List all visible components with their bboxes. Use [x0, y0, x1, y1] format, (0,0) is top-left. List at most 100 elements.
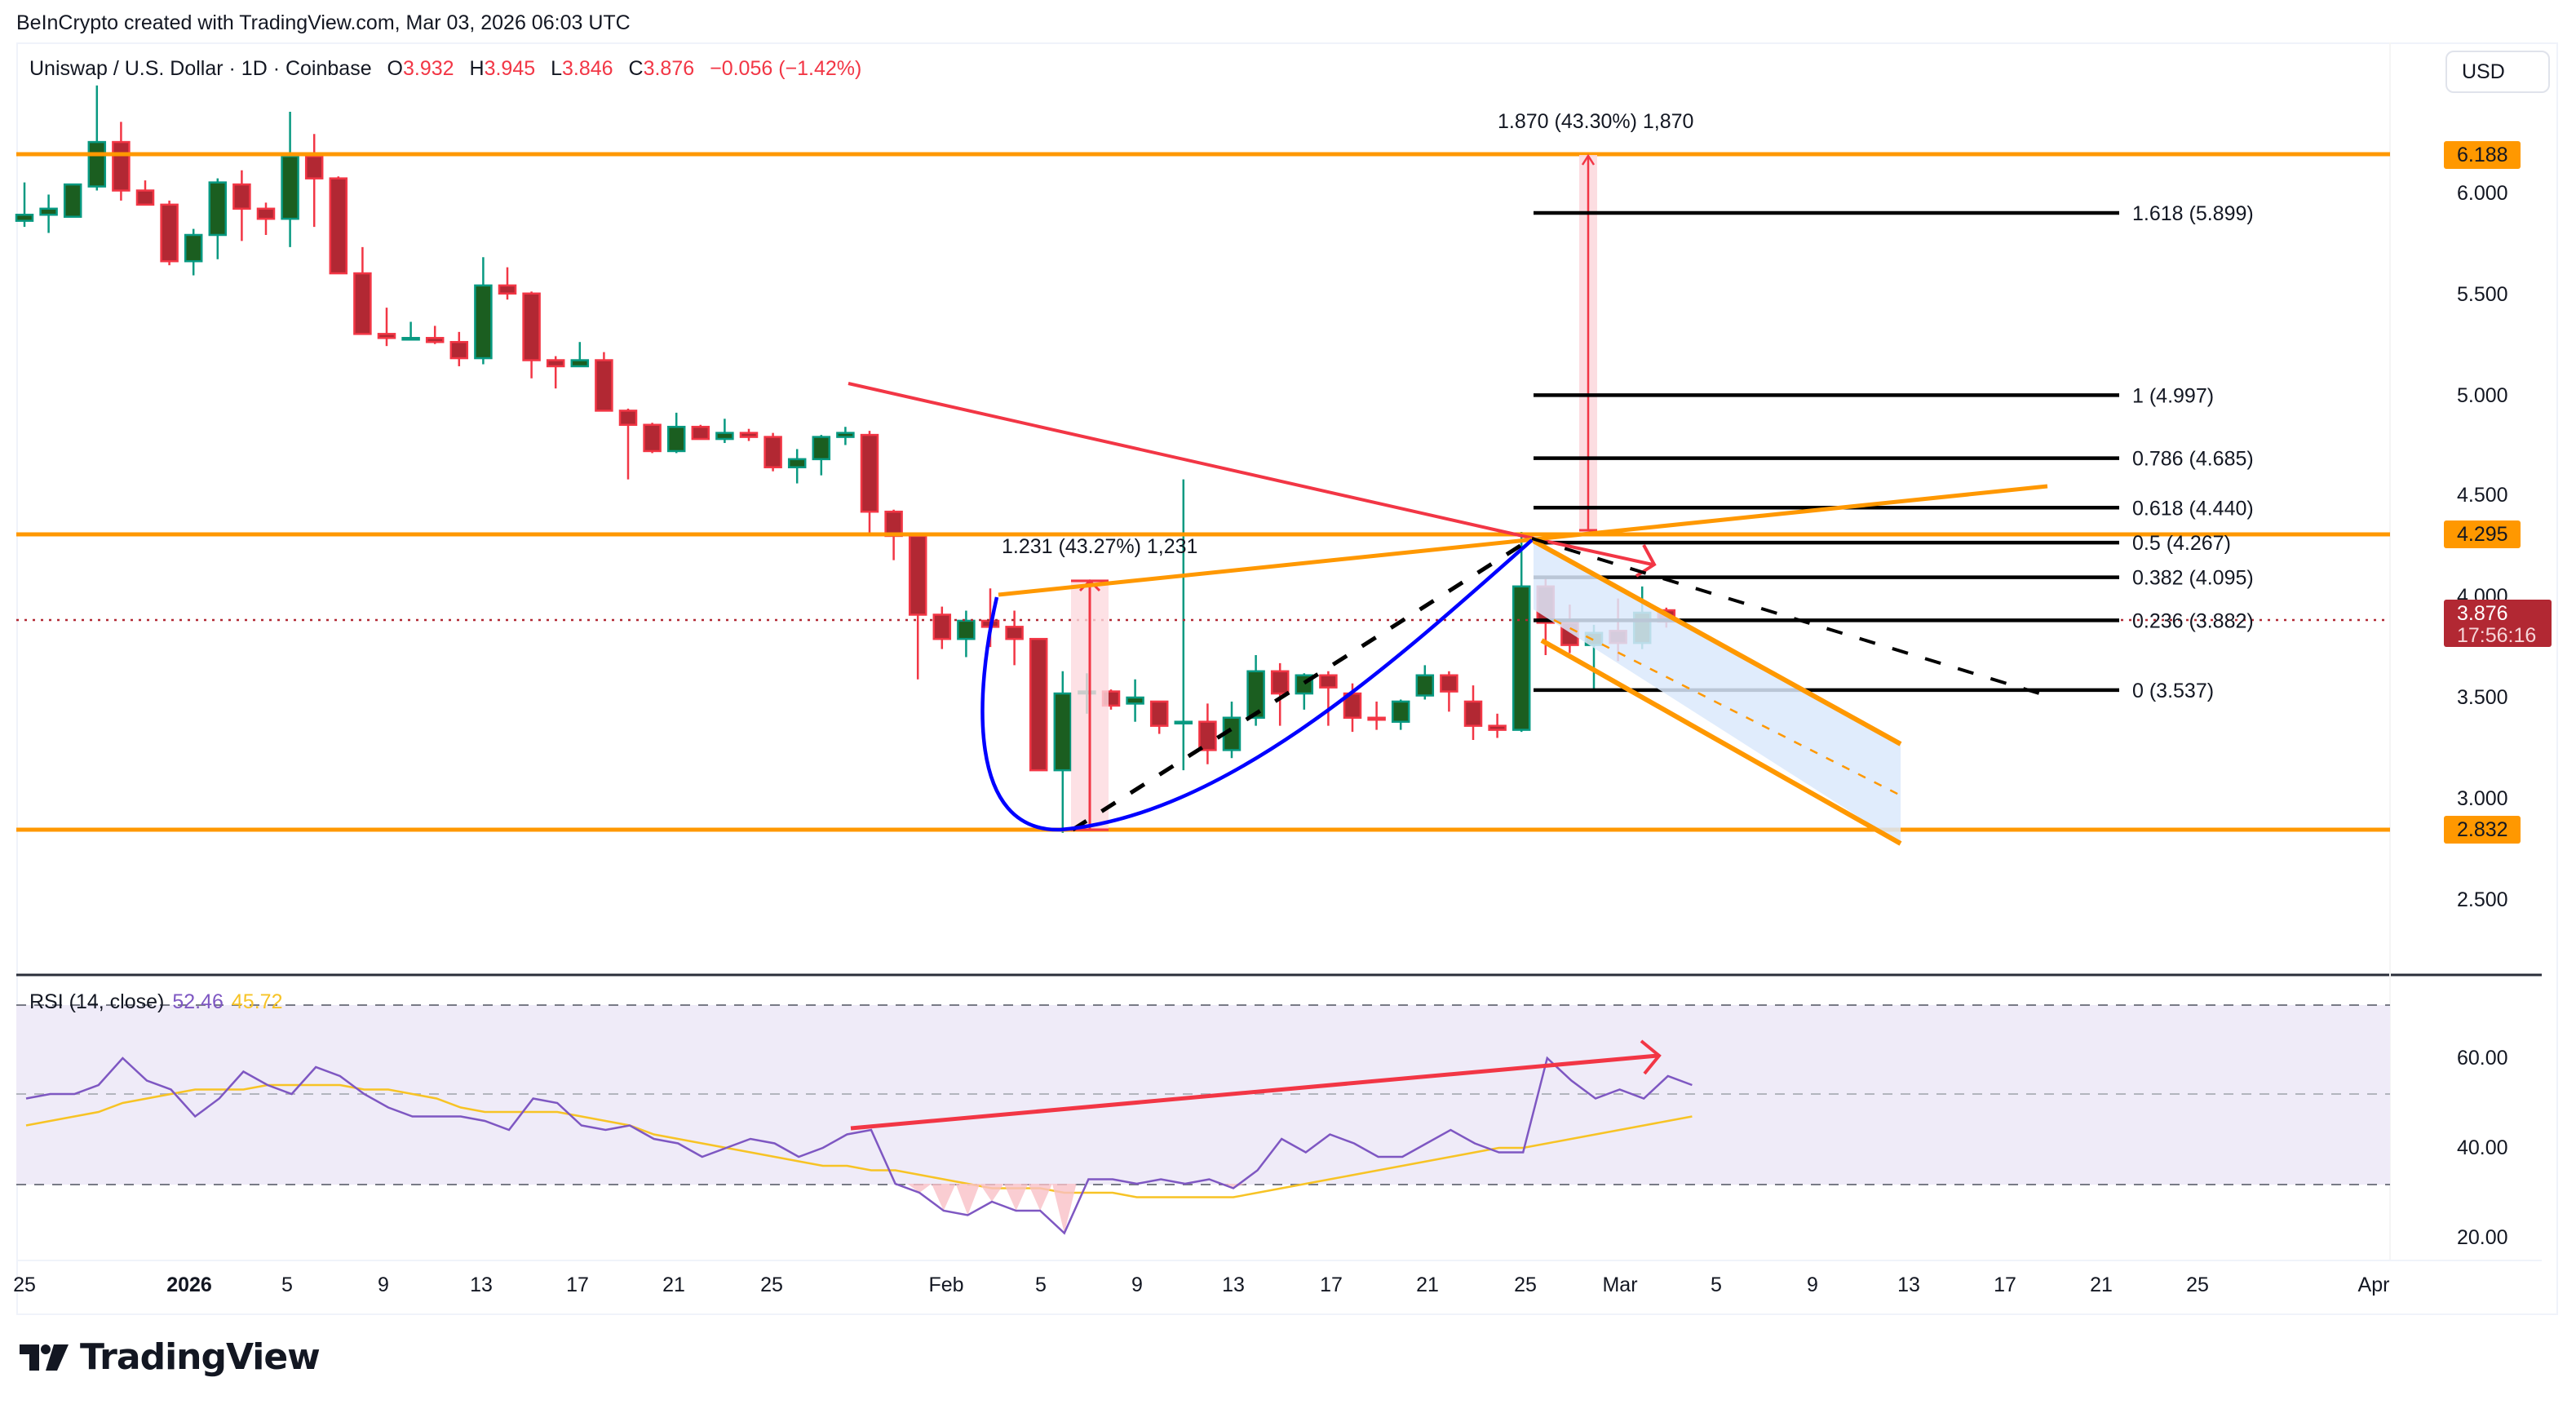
time-tick: 25: [760, 1273, 783, 1296]
candle-body: [787, 458, 807, 468]
level-tag-text: 4.295: [2457, 523, 2508, 546]
currency-button[interactable]: USD: [2445, 51, 2550, 93]
cup-curve[interactable]: [980, 538, 1534, 832]
channel-mid-line: [1553, 618, 1901, 797]
candle-body: [1367, 716, 1386, 721]
candle-body: [595, 359, 613, 412]
trend-arrow[interactable]: [1533, 537, 1653, 566]
candle-body: [860, 433, 879, 513]
time-tick: 13: [1897, 1273, 1920, 1296]
candle-body: [1198, 720, 1217, 751]
rsi-ma-line: [25, 1083, 1693, 1198]
candle-body: [908, 534, 927, 616]
candle-body: [353, 272, 372, 335]
dashed-rise-line[interactable]: [1071, 536, 1534, 832]
candle-body: [643, 423, 662, 453]
rsi-line: [25, 1056, 1693, 1235]
time-tick: 25: [2186, 1273, 2209, 1296]
fib-level-label: 0.5 (4.267): [2132, 532, 2231, 555]
last-price-tag: [2444, 600, 2552, 647]
candle-body: [1512, 585, 1531, 731]
rsi-tick: 40.00: [2457, 1136, 2508, 1159]
rising-neckline[interactable]: [998, 484, 2048, 597]
candle-body: [1174, 720, 1193, 724]
time-tick: 9: [1807, 1273, 1818, 1296]
fibonacci-retracement[interactable]: 1.618 (5.899) 1 (4.997) 0.786 (4.685) 0.618…: [1534, 202, 2254, 702]
level-tag-text: 6.188: [2457, 144, 2508, 166]
time-tick: 9: [1131, 1273, 1143, 1296]
level-tag-4295: [2444, 520, 2521, 548]
fib-level-label: 0.382 (4.095): [2132, 567, 2254, 590]
rsi-oversold-fill: [907, 1184, 1246, 1234]
time-tick: 25: [1514, 1273, 1537, 1296]
time-tick: 25: [13, 1273, 36, 1296]
rsi-title[interactable]: RSI (14, close): [29, 990, 165, 1013]
symbol-name[interactable]: Uniswap / U.S. Dollar · 1D · Coinbase: [29, 57, 372, 80]
candle-body: [884, 510, 903, 538]
rsi-divergence-arrow[interactable]: [850, 1053, 1658, 1131]
time-tick: Feb: [928, 1273, 963, 1296]
channel-upper-line[interactable]: [1532, 538, 1902, 746]
candle-body: [1126, 696, 1144, 705]
candle-body: [764, 436, 782, 468]
high-value: 3.945: [484, 57, 536, 80]
candle-body: [1415, 674, 1435, 697]
time-tick: 13: [470, 1273, 493, 1296]
candle-body: [208, 181, 228, 237]
time-tick: 13: [1222, 1273, 1245, 1296]
rsi-value: 52.46: [172, 990, 224, 1013]
candle-body: [1463, 700, 1483, 727]
fib-level-label: 0.236 (3.882): [2132, 609, 2254, 632]
candle-body: [281, 155, 299, 220]
channel-fill: [1534, 541, 1901, 844]
descending-trendline[interactable]: [848, 382, 1534, 540]
candle-body: [666, 425, 686, 453]
close-value: 3.876: [643, 57, 695, 80]
time-tick: Apr: [2358, 1273, 2390, 1296]
candle-body: [112, 140, 131, 192]
candle-body: [1319, 674, 1338, 689]
countdown-timer: 17:56:16: [2457, 624, 2536, 647]
chart-frame: [16, 42, 2558, 1315]
candle-body: [570, 359, 590, 368]
candle-body: [812, 436, 831, 461]
arrow-right-icon: [1640, 1039, 1662, 1075]
arrow-up-icon: [1581, 153, 1596, 166]
candle-body: [1440, 674, 1458, 693]
price-tick: 6.000: [2457, 182, 2508, 205]
candle-body: [1053, 692, 1073, 772]
candle-body: [691, 425, 710, 441]
candle-body: [1029, 637, 1048, 772]
tradingview-logo[interactable]: TradingView: [18, 1336, 321, 1378]
price-axis[interactable]: 6.000 5.500 5.000 4.500 4.000 3.500 3.00…: [2444, 141, 2552, 911]
tradingview-logo-text: TradingView: [80, 1336, 321, 1378]
rsi-tick: 20.00: [2457, 1226, 2508, 1249]
channel-lower-line[interactable]: [1540, 638, 1902, 846]
time-axis[interactable]: 25 2026 5 9 13 17 21 25 Feb 5 9 13 17 21 25 Mar 5 9 13 17 21…: [13, 1273, 2389, 1296]
fib-level-label: 1.618 (5.899): [2132, 202, 2254, 225]
tradingview-logo-icon: [20, 1344, 69, 1371]
candle-body: [1391, 700, 1410, 723]
candle-body: [836, 432, 855, 438]
level-tag-text: 2.832: [2457, 818, 2508, 841]
time-tick: 17: [566, 1273, 589, 1296]
high-label: H: [469, 57, 485, 80]
fib-level-label: 0 (3.537): [2132, 680, 2214, 702]
time-tick: 9: [378, 1273, 389, 1296]
time-tick: 5: [281, 1273, 293, 1296]
price-tick: 2.500: [2457, 888, 2508, 911]
candle-body: [957, 619, 976, 640]
rsi-axis[interactable]: 60.00 40.00 20.00: [2457, 1047, 2508, 1249]
time-tick: 2026: [166, 1273, 212, 1296]
candle-body: [425, 337, 445, 343]
low-label: L: [551, 57, 562, 80]
candle-body: [618, 410, 638, 426]
candle-body: [256, 207, 276, 220]
measure-label-left: 1.231 (43.27%) 1,231: [1002, 535, 1197, 558]
candle-body: [546, 359, 565, 368]
measure-label-top: 1.870 (43.30%) 1,870: [1498, 110, 1693, 133]
candle-body: [401, 337, 420, 341]
price-tick: 5.000: [2457, 384, 2508, 407]
candle-body: [498, 284, 517, 295]
